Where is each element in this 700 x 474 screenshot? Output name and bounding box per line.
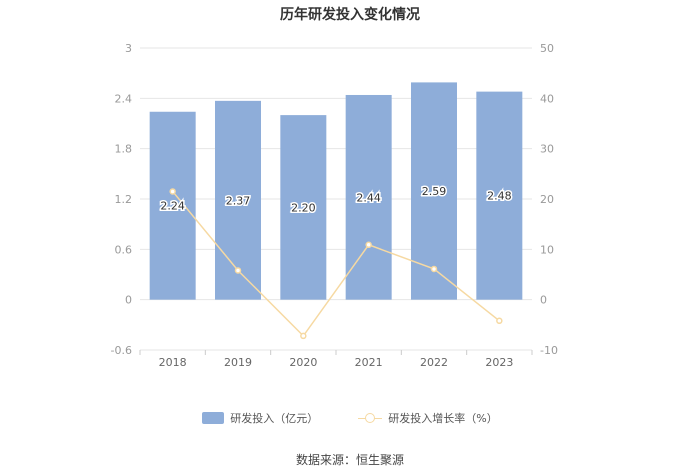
bar-value-label: 2.59 xyxy=(422,185,447,198)
y-left-tick-label: -0.6 xyxy=(111,344,132,357)
growth-point xyxy=(169,188,176,195)
data-source: 数据来源：恒生聚源 xyxy=(295,453,404,467)
chart-title: 历年研发投入变化情况 xyxy=(280,7,420,23)
legend-item-bar[interactable]: 研发投入（亿元） xyxy=(202,410,318,426)
bar-value-label: 2.48 xyxy=(487,190,512,203)
bar-value-label: 2.37 xyxy=(226,194,251,207)
growth-point xyxy=(300,332,307,340)
x-tick-label: 2023 xyxy=(485,356,513,369)
x-tick-label: 2018 xyxy=(159,356,187,369)
y-left-tick-label: 1.8 xyxy=(115,143,133,156)
growth-line xyxy=(172,190,500,338)
bar xyxy=(280,115,327,300)
y-right-tick-label: -10 xyxy=(540,344,558,357)
y-right-tick-label: 30 xyxy=(540,143,554,156)
y-left-tick-label: 2.4 xyxy=(115,92,133,105)
legend: 研发投入（亿元） 研发投入增长率（%） xyxy=(0,410,700,426)
bar xyxy=(476,91,523,300)
y-right-tick-label: 0 xyxy=(540,294,547,307)
x-tick-label: 2019 xyxy=(224,356,252,369)
x-tick-label: 2021 xyxy=(355,356,383,369)
bar-value-label: 2.44 xyxy=(356,191,381,204)
bar xyxy=(215,100,261,300)
y-right-tick-label: 10 xyxy=(540,243,554,256)
bar-value-label: 2.20 xyxy=(291,201,316,214)
x-tick-label: 2020 xyxy=(289,356,317,369)
growth-point xyxy=(234,267,242,274)
bar-series xyxy=(149,82,523,300)
legend-line-swatch xyxy=(358,412,383,424)
growth-point xyxy=(496,317,503,325)
grid-lines xyxy=(140,47,532,351)
y-right-tick-label: 40 xyxy=(540,92,554,105)
chart-canvas: 2.24 2.37 2.20 2.44 2.59 2.48 -0.6 0 0.6 1.2 1.8 2… xyxy=(111,42,558,369)
bar-value-label: 2.24 xyxy=(160,200,185,213)
growth-point xyxy=(430,265,438,273)
legend-line-label: 研发投入增长率（%） xyxy=(388,412,498,425)
y-left-tick-label: 0.6 xyxy=(115,243,133,256)
y-left-tick-label: 3 xyxy=(125,42,132,55)
line-series xyxy=(169,188,503,340)
x-tick-label: 2022 xyxy=(420,356,448,369)
bar xyxy=(149,111,196,300)
legend-bar-swatch xyxy=(202,412,225,424)
legend-item-line[interactable]: 研发投入增长率（%） xyxy=(358,410,498,426)
y-right-tick-label: 50 xyxy=(540,42,554,55)
y-left-tick-label: 1.2 xyxy=(115,193,133,206)
axis-labels: -0.6 0 0.6 1.2 1.8 2.4 3 -10 0 10 20 30 40 50 2018 2019… xyxy=(111,42,558,369)
y-right-tick-label: 20 xyxy=(540,193,554,206)
growth-point xyxy=(365,241,372,249)
data-labels: 2.24 2.37 2.20 2.44 2.59 2.48 xyxy=(159,184,513,216)
legend-bar-label: 研发投入（亿元） xyxy=(230,412,319,425)
y-left-tick-label: 0 xyxy=(125,294,132,307)
